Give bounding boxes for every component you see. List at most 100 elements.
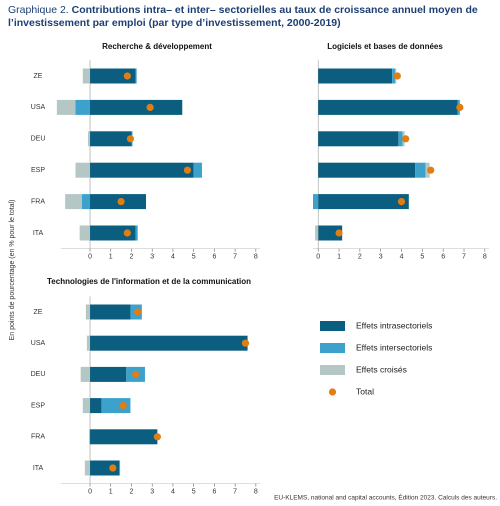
x-tick-label: 5 xyxy=(192,254,196,261)
source: EU-KLEMS, national and capital accounts,… xyxy=(274,493,497,502)
bar-segment xyxy=(90,131,132,147)
x-tick-label: 0 xyxy=(88,254,92,261)
legend-swatch xyxy=(328,388,337,396)
total-dot xyxy=(183,166,192,174)
bar-segment xyxy=(79,225,91,241)
bar-segment xyxy=(415,162,426,178)
total-dot xyxy=(117,198,125,206)
x-tick-label: 8 xyxy=(483,254,487,261)
x-tick-label: 2 xyxy=(130,488,134,495)
category-label: ITA xyxy=(33,230,44,237)
legend-swatch xyxy=(320,321,345,331)
total-dot xyxy=(132,370,140,378)
category-label: FRA xyxy=(31,434,45,441)
x-tick-label: 6 xyxy=(212,488,216,495)
bar-segment xyxy=(81,194,91,210)
category-label: ESP xyxy=(31,167,45,174)
legend-swatch xyxy=(320,365,345,375)
total-dot xyxy=(402,135,410,143)
x-tick-label: 8 xyxy=(254,488,258,495)
x-tick-label: 4 xyxy=(171,254,175,261)
x-tick-label: 8 xyxy=(254,254,258,261)
category-label: USA xyxy=(31,104,46,111)
x-tick-label: 5 xyxy=(420,254,424,261)
bar-segment xyxy=(90,460,120,476)
legend-label: Effets croisés xyxy=(356,364,407,374)
x-tick-label: 7 xyxy=(233,488,237,495)
total-dot xyxy=(123,72,131,80)
category-label: DEU xyxy=(31,136,46,143)
bar-segment xyxy=(85,304,91,320)
legend-label: Total xyxy=(356,386,374,396)
x-tick-label: 5 xyxy=(192,488,196,495)
bar-segment xyxy=(87,131,91,147)
bar-segment xyxy=(90,304,131,320)
legend-label: Effets intrasectoriels xyxy=(356,320,432,330)
total-dot xyxy=(123,229,131,237)
panel-title: Technologies de l'information et de la c… xyxy=(47,277,251,286)
x-tick-label: 6 xyxy=(212,254,216,261)
x-tick-label: 4 xyxy=(171,488,175,495)
category-label: ZE xyxy=(34,309,43,316)
bar-segment xyxy=(193,162,202,178)
category-label: DEU xyxy=(31,371,46,378)
x-tick-label: 1 xyxy=(109,488,113,495)
bar-segment xyxy=(80,366,91,382)
bar-segment xyxy=(119,460,121,476)
bar-segment xyxy=(90,429,158,445)
bar-segment xyxy=(90,99,183,115)
category-label: ZE xyxy=(34,73,43,80)
x-tick-label: 2 xyxy=(358,254,362,261)
x-tick-label: 4 xyxy=(400,254,404,261)
bar-segment xyxy=(101,398,131,414)
bar-segment xyxy=(318,99,458,115)
total-dot xyxy=(397,198,406,206)
bar-segment xyxy=(318,194,409,210)
x-tick-label: 7 xyxy=(233,254,237,261)
total-dot xyxy=(393,72,401,80)
x-tick-label: 7 xyxy=(462,254,466,261)
bar-segment xyxy=(392,68,396,84)
y-axis-label: En points de pourcentage (en % pour le t… xyxy=(9,200,16,341)
bar-segment xyxy=(398,131,403,147)
bar-segment xyxy=(135,225,138,241)
x-tick-label: 6 xyxy=(441,254,445,261)
bar-segment xyxy=(90,398,102,414)
total-dot xyxy=(241,339,250,347)
bar-segment xyxy=(86,335,91,351)
x-tick-label: 0 xyxy=(316,254,320,261)
category-label: USA xyxy=(31,340,46,347)
total-dot xyxy=(119,402,127,410)
panel-title: Logiciels et bases de données xyxy=(327,42,443,51)
bar-segment xyxy=(90,68,136,84)
bar-segment xyxy=(65,194,82,210)
x-tick-label: 3 xyxy=(379,254,383,261)
x-tick-label: 3 xyxy=(150,488,154,495)
category-label: ESP xyxy=(31,402,45,409)
x-tick-label: 2 xyxy=(130,254,134,261)
bar-segment xyxy=(318,68,393,84)
total-dot xyxy=(456,103,464,111)
title: Contributions intra– et inter– sectoriel… xyxy=(8,4,478,29)
bar-segment xyxy=(318,131,399,147)
title-prefix: Graphique 2. xyxy=(8,4,69,16)
category-label: ITA xyxy=(33,465,44,472)
x-tick-label: 1 xyxy=(337,254,341,261)
legend-swatch xyxy=(320,343,345,353)
bar-segment xyxy=(90,366,127,382)
bar-segment xyxy=(75,162,91,178)
total-dot xyxy=(146,103,154,111)
total-dot xyxy=(153,433,161,441)
bar-segment xyxy=(90,225,136,241)
bar-segment xyxy=(84,460,91,476)
x-tick-label: 1 xyxy=(109,254,113,261)
bar-segment xyxy=(75,99,91,115)
category-label: FRA xyxy=(31,198,45,205)
bar-segment xyxy=(318,162,416,178)
total-dot xyxy=(109,464,117,472)
bar-segment xyxy=(90,335,248,351)
bar-segment xyxy=(135,68,137,84)
x-tick-label: 0 xyxy=(88,488,92,495)
